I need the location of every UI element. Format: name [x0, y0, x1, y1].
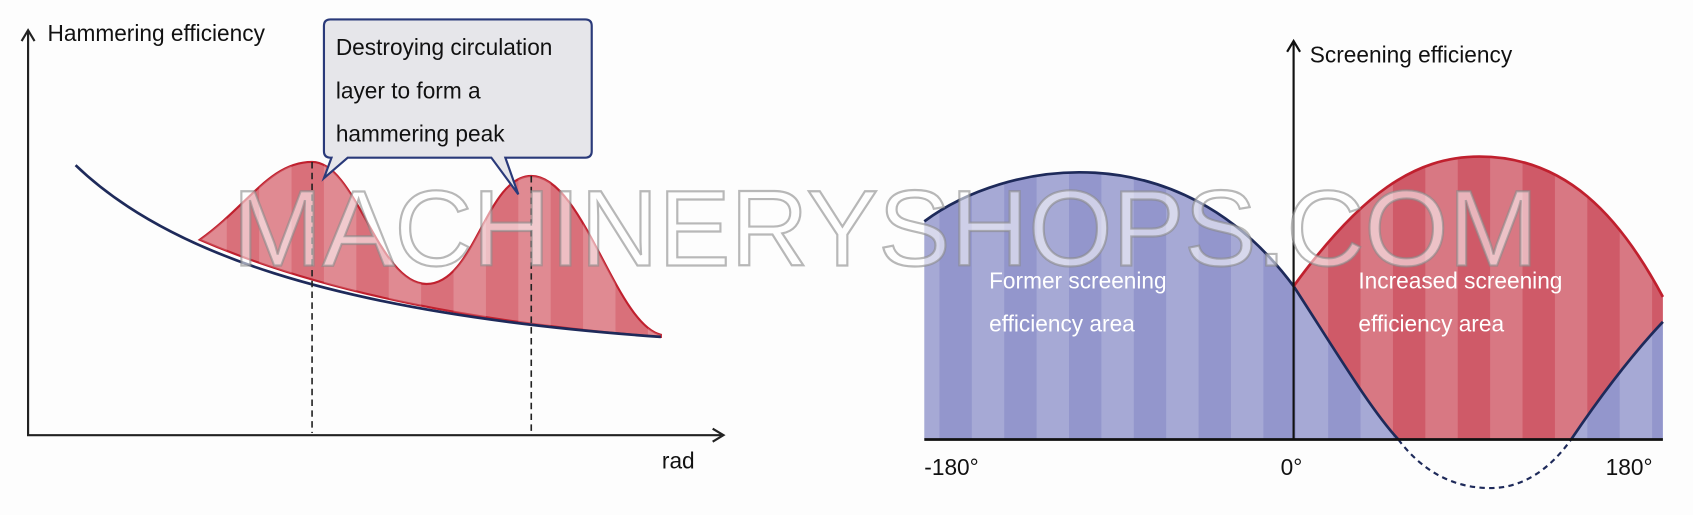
- increased-curve: [1292, 155, 1665, 298]
- y-axis-label: Screening efficiency: [1310, 42, 1513, 68]
- right-diagram: Screening efficiency -180° 0° 180° Forme…: [923, 38, 1665, 490]
- x-axis-label: rad: [662, 448, 695, 474]
- baseline-curve: [74, 164, 661, 339]
- area-label: efficiency area: [989, 310, 1135, 336]
- former-curve: [923, 170, 1400, 441]
- area-label: Increased screening: [1358, 267, 1562, 293]
- callout-line: layer to form a: [336, 77, 481, 103]
- former-curve: [1569, 320, 1664, 441]
- callout-line: Destroying circulation: [336, 34, 553, 60]
- tick-label: 0°: [1281, 454, 1303, 480]
- dashed-curve: [1397, 438, 1572, 490]
- arrow: [712, 427, 726, 443]
- axes: [26, 32, 722, 437]
- tick-label: 180°: [1606, 454, 1653, 480]
- stripes: [199, 161, 661, 337]
- arrow: [20, 28, 36, 42]
- content: Hammering efficiency rad Destroying circ…: [20, 18, 1665, 490]
- watermark: MACHINERYSHOPS.COM: [233, 168, 1539, 289]
- y-axis-label: Hammering efficiency: [48, 20, 266, 46]
- tick-label: -180°: [924, 454, 978, 480]
- area-label: Former screening: [989, 267, 1167, 293]
- left-diagram: Hammering efficiency rad Destroying circ…: [20, 18, 726, 474]
- arrow: [1286, 38, 1302, 53]
- callout: [321, 18, 593, 196]
- callout-line: hammering peak: [336, 120, 505, 146]
- area-label: efficiency area: [1358, 310, 1504, 336]
